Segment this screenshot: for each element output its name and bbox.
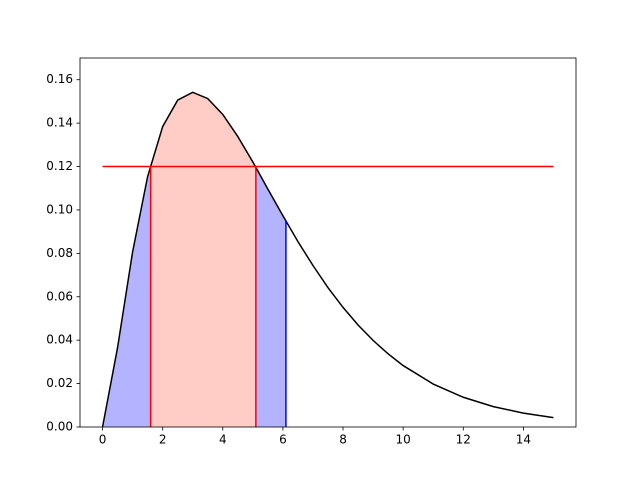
x-tick-label: 0: [99, 433, 107, 447]
y-tick-label: 0.02: [46, 376, 73, 390]
x-tick-label: 10: [396, 433, 411, 447]
x-tick-label: 12: [456, 433, 471, 447]
density-curve: [101, 91, 554, 428]
x-tick-label: 14: [516, 433, 531, 447]
x-tick-label: 8: [339, 433, 347, 447]
y-tick-label: 0.14: [46, 116, 73, 130]
y-tick-label: 0.16: [46, 72, 73, 86]
y-tick-label: 0.12: [46, 159, 73, 173]
y-tick-label: 0.10: [46, 202, 73, 216]
y-tick-label: 0.04: [46, 333, 73, 347]
y-tick-label: 0.00: [46, 420, 73, 434]
x-tick-label: 6: [279, 433, 287, 447]
y-tick-label: 0.06: [46, 289, 73, 303]
y-tick-label: 0.08: [46, 246, 73, 260]
x-tick-label: 4: [219, 433, 227, 447]
plot-frame: [79, 57, 577, 428]
shaded-region: [150, 92, 256, 428]
x-tick-label: 2: [159, 433, 167, 447]
